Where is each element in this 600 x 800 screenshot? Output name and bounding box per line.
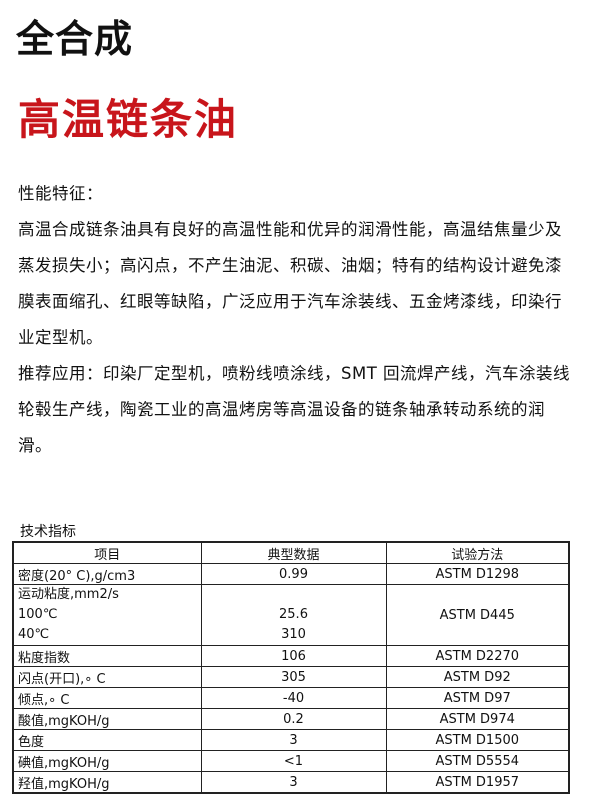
cell-method: ASTM D1957 [385, 771, 570, 794]
header-value: 典型数据 [200, 541, 387, 564]
features-text: 高温合成链条油具有良好的高温性能和优异的润滑性能，高温结焦量少及蒸发损失小；高闪… [18, 220, 562, 347]
cell-item: 碘值,mgKOH/g [12, 750, 202, 772]
cell-item: 羟值,mgKOH/g [12, 771, 202, 794]
table-row: 运动粘度,mm2/s 100℃ 40℃ 25.6 310 ASTM D445 [12, 584, 570, 646]
cell-method: ASTM D5554 [385, 750, 570, 772]
table-row: 粘度指数 106 ASTM D2270 [12, 645, 570, 667]
cell-value: 3 [200, 729, 387, 751]
cell-value: 106 [200, 645, 387, 667]
cell-method: ASTM D445 [385, 584, 570, 646]
table-row: 密度(20° C),g/cm3 0.99 ASTM D1298 [12, 563, 570, 585]
cell-value: 0.2 [200, 708, 387, 730]
cell-method: ASTM D1298 [385, 563, 570, 585]
cell-item: 酸值,mgKOH/g [12, 708, 202, 730]
table-header: 项目 典型数据 试验方法 [12, 541, 570, 564]
cell-method: ASTM D2270 [385, 645, 570, 667]
cell-value: 305 [200, 666, 387, 688]
cell-method: ASTM D92 [385, 666, 570, 688]
viscosity-100: 100℃ [18, 607, 58, 622]
table-row: 色度 3 ASTM D1500 [12, 729, 570, 751]
cell-method: ASTM D974 [385, 708, 570, 730]
cell-item: 运动粘度,mm2/s 100℃ 40℃ [12, 584, 202, 646]
table-row: 羟值,mgKOH/g 3 ASTM D1957 [12, 771, 570, 794]
description: 性能特征： 高温合成链条油具有良好的高温性能和优异的润滑性能，高温结焦量少及蒸发… [18, 176, 578, 464]
cell-item: 闪点(开口),∘ C [12, 666, 202, 688]
cell-value: 3 [200, 771, 387, 794]
cell-value: 0.99 [200, 563, 387, 585]
viscosity-label: 运动粘度,mm2/s [18, 587, 119, 602]
title: 全合成 [16, 17, 134, 61]
cell-item: 密度(20° C),g/cm3 [12, 563, 202, 585]
cell-method: ASTM D1500 [385, 729, 570, 751]
subtitle: 高温链条油 [18, 95, 239, 144]
table-caption: 技术指标 [20, 524, 76, 540]
cell-item: 色度 [12, 729, 202, 751]
features-heading: 性能特征： [18, 184, 103, 203]
header-item: 项目 [12, 541, 202, 564]
cell-value: 25.6 310 [200, 584, 387, 646]
cell-value: <1 [200, 750, 387, 772]
table-row: 碘值,mgKOH/g <1 ASTM D5554 [12, 750, 570, 772]
spec-table: 项目 典型数据 试验方法 密度(20° C),g/cm3 0.99 ASTM D12… [12, 541, 570, 794]
cell-item: 粘度指数 [12, 645, 202, 667]
table-row: 闪点(开口),∘ C 305 ASTM D92 [12, 666, 570, 688]
header-method: 试验方法 [385, 541, 570, 564]
table-row: 倾点,∘ C -40 ASTM D97 [12, 687, 570, 709]
cell-value: -40 [200, 687, 387, 709]
value-40: 310 [281, 627, 306, 642]
cell-method: ASTM D97 [385, 687, 570, 709]
applications-text: 推荐应用：印染厂定型机，喷粉线喷涂线，SMT 回流焊产线，汽车涂装线轮毂生产线，… [18, 364, 571, 455]
table-row: 酸值,mgKOH/g 0.2 ASTM D974 [12, 708, 570, 730]
cell-item: 倾点,∘ C [12, 687, 202, 709]
viscosity-40: 40℃ [18, 627, 50, 642]
value-100: 25.6 [279, 607, 308, 622]
